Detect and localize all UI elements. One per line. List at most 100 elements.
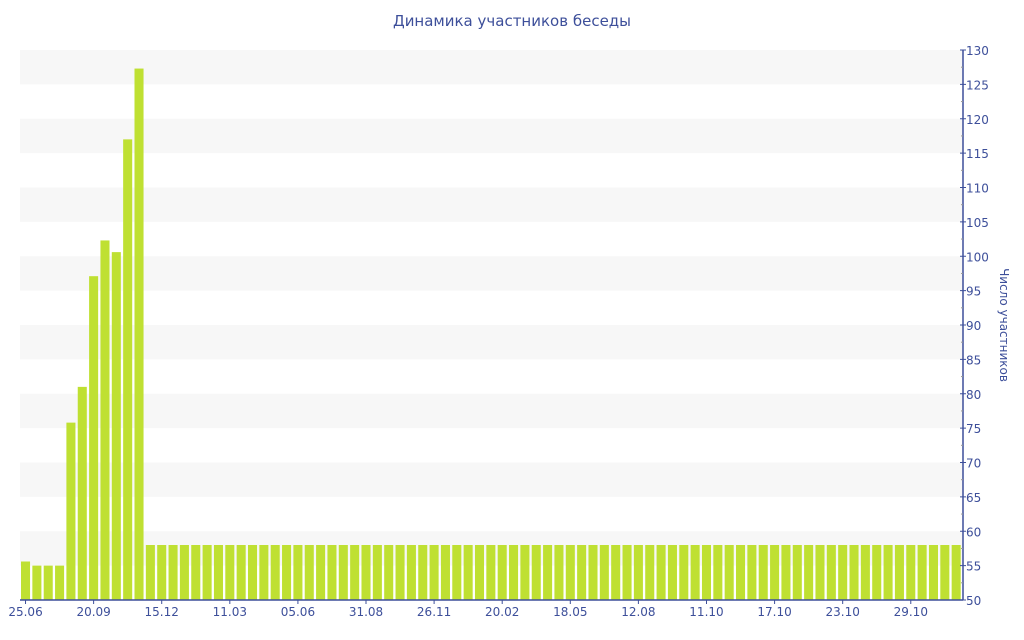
bar: [554, 545, 564, 600]
bar: [883, 545, 893, 600]
x-tick-label: 26.11: [417, 605, 451, 619]
grid-band: [20, 187, 963, 222]
bar: [270, 545, 280, 600]
bar: [951, 545, 961, 600]
bar: [633, 545, 643, 600]
bar: [338, 545, 348, 600]
bar: [679, 545, 689, 600]
y-tick-label: 70: [966, 457, 981, 471]
bar: [747, 545, 757, 600]
y-tick-label: 90: [966, 319, 981, 333]
bar: [860, 545, 870, 600]
bar: [452, 545, 462, 600]
bar: [225, 545, 235, 600]
bar: [463, 545, 473, 600]
bar: [293, 545, 303, 600]
bar: [838, 545, 848, 600]
bar: [440, 545, 450, 600]
bar: [191, 545, 201, 600]
bar: [32, 565, 42, 600]
bar: [247, 545, 258, 600]
bar: [282, 545, 292, 600]
bar: [917, 545, 927, 600]
y-tick-label: 100: [966, 250, 989, 264]
bar: [179, 545, 189, 600]
bar: [134, 68, 144, 600]
grid-band: [20, 393, 963, 429]
x-tick-label: 12.08: [621, 605, 655, 619]
bar: [111, 252, 121, 600]
bar: [792, 545, 802, 600]
bar: [758, 545, 768, 600]
bar: [429, 545, 439, 600]
bar: [168, 545, 178, 600]
bar: [55, 565, 65, 600]
bar: [474, 545, 485, 600]
bar: [21, 561, 31, 600]
x-tick-label: 11.10: [689, 605, 723, 619]
bar: [123, 139, 133, 600]
bar: [316, 545, 326, 600]
bar: [157, 545, 167, 600]
bar: [826, 545, 836, 600]
bar: [701, 545, 712, 600]
bar: [520, 545, 530, 600]
y-tick-label: 120: [966, 113, 989, 127]
grid-band: [20, 118, 963, 154]
bar: [599, 545, 609, 600]
bar: [645, 545, 655, 600]
y-tick-label: 65: [966, 491, 981, 505]
x-tick-label: 05.06: [281, 605, 315, 619]
bar: [804, 545, 814, 600]
bar: [622, 545, 632, 600]
bar: [872, 545, 882, 600]
y-tick-label: 60: [966, 525, 981, 539]
y-tick-label: 85: [966, 353, 981, 367]
bar: [543, 545, 553, 600]
bar: [815, 545, 825, 600]
bar: [656, 545, 666, 600]
bar: [236, 545, 246, 600]
x-tick-label: 31.08: [349, 605, 383, 619]
y-axis-label: Число участников: [997, 268, 1011, 382]
bar: [781, 545, 791, 600]
bar: [724, 545, 734, 600]
y-tick-label: 75: [966, 422, 981, 436]
y-tick-label: 125: [966, 78, 989, 92]
y-tick-label: 50: [966, 594, 981, 608]
bar: [565, 545, 575, 600]
y-axis: 50 55 60 65 70 75 80 85 90 95 100 105 110 115 120 125 13…: [960, 44, 989, 608]
bar: [531, 545, 541, 600]
y-tick-label: 110: [966, 182, 989, 196]
x-tick-label: 11.03: [213, 605, 247, 619]
x-tick-label: 20.02: [485, 605, 519, 619]
bar: [588, 545, 598, 600]
bar: [100, 240, 110, 600]
bar: [894, 545, 904, 600]
chart-title: Динамика участников беседы: [392, 12, 632, 30]
x-tick-label: 23.10: [826, 605, 860, 619]
bar: [736, 545, 746, 600]
y-tick-label: 115: [966, 147, 989, 161]
bar: [611, 545, 621, 600]
y-tick-label: 105: [966, 216, 989, 230]
x-tick-label: 17.10: [757, 605, 791, 619]
bar: [89, 276, 99, 600]
bar: [372, 545, 382, 600]
bar: [384, 545, 394, 600]
bar: [906, 545, 916, 600]
bar: [361, 545, 371, 600]
bar: [327, 545, 337, 600]
bar: [713, 545, 723, 600]
grid-band: [20, 50, 963, 85]
bars: [21, 68, 961, 600]
bar: [202, 545, 212, 600]
bar: [406, 545, 416, 600]
bar: [486, 545, 496, 600]
bar: [849, 545, 859, 600]
bar: [928, 545, 939, 600]
bar: [497, 545, 507, 600]
bar: [77, 386, 87, 600]
bar: [304, 545, 314, 600]
